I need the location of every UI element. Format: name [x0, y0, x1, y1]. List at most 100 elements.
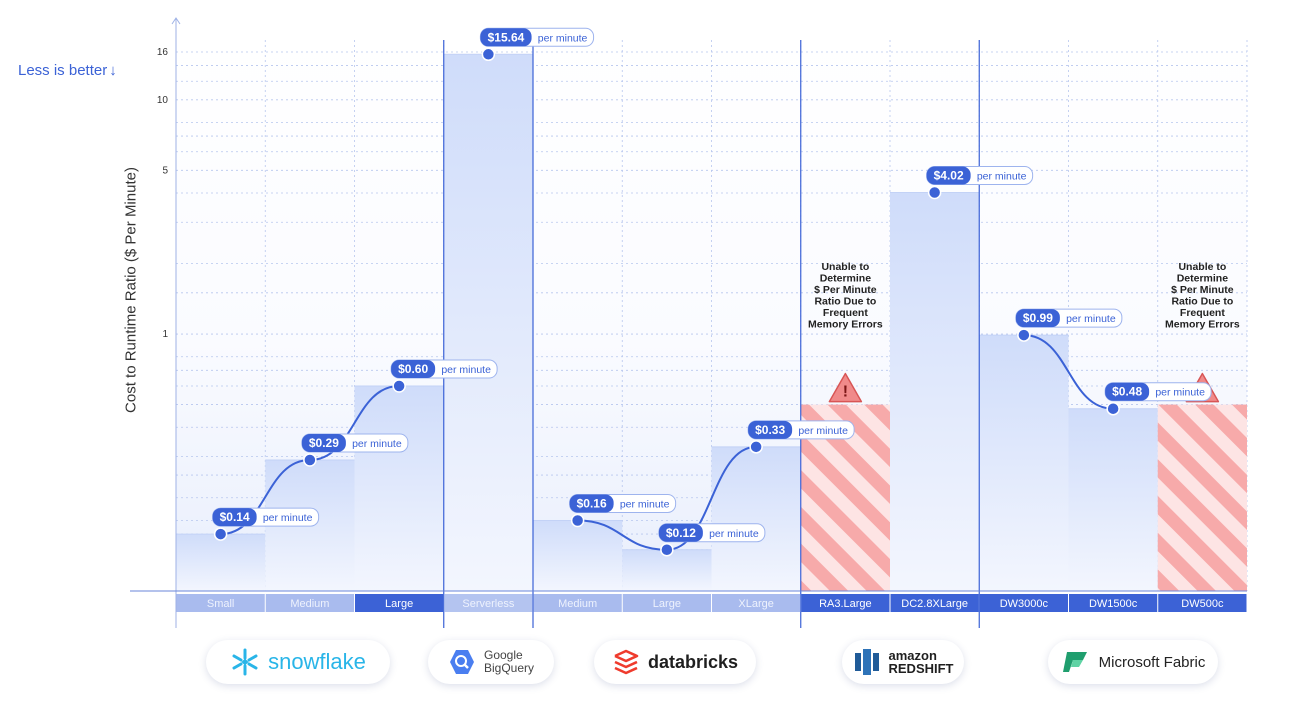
error-note-line: Ratio Due to: [1171, 296, 1233, 308]
bar: [711, 446, 801, 591]
error-note-line: $ Per Minute: [1171, 284, 1234, 296]
error-note-line: Determine: [1177, 273, 1229, 285]
error-note-line: Frequent: [1180, 307, 1225, 319]
category-cell: [890, 594, 979, 612]
category-cell: [979, 594, 1068, 612]
value-badge: [391, 360, 436, 379]
bar: [176, 534, 266, 591]
unit-label: per minute: [709, 528, 759, 540]
category-cell: [355, 594, 444, 612]
redshift-logo: amazon REDSHIFT: [842, 640, 964, 684]
category-label: DW1500c: [1089, 598, 1138, 610]
value-badge: [1105, 382, 1150, 401]
category-cell: [801, 594, 890, 612]
value-label: $0.33: [755, 423, 785, 437]
unit-label: per minute: [441, 364, 491, 376]
unit-label: per minute: [620, 498, 670, 510]
category-label: Large: [385, 598, 413, 610]
unit-label: per minute: [538, 32, 588, 44]
bigquery-logo: Google BigQuery: [428, 640, 554, 684]
y-tick-label: 16: [157, 47, 169, 58]
value-label: $0.48: [1112, 385, 1142, 399]
value-label: $0.14: [220, 510, 250, 524]
category-label: DC2.8XLarge: [901, 598, 968, 610]
value-label: $0.12: [666, 526, 696, 540]
unit-label: per minute: [977, 171, 1027, 183]
value-label: $0.29: [309, 436, 339, 450]
unit-label: per minute: [798, 425, 848, 437]
databricks-logo: databricks: [594, 640, 756, 684]
data-point: [303, 453, 317, 467]
value-label: $0.99: [1023, 311, 1053, 325]
value-label: $15.64: [488, 30, 525, 44]
category-label: XLarge: [738, 598, 773, 610]
bar: [979, 335, 1069, 591]
y-axis-arrow: [171, 17, 181, 25]
bar: [622, 549, 712, 591]
bigquery-icon: [449, 650, 474, 674]
trend-line: [1023, 334, 1114, 410]
data-point: [1106, 401, 1120, 416]
error-block: [1157, 404, 1247, 591]
bar: [533, 520, 623, 591]
y-tick-label: 1: [162, 329, 168, 340]
bar: [443, 54, 533, 591]
databricks-icon: [614, 649, 639, 675]
bar: [890, 192, 980, 591]
less-is-better-note: Less is better ↓: [18, 62, 117, 79]
snowflake-name: snowflake: [268, 649, 366, 674]
fabric-logo: Microsoft Fabric: [1048, 640, 1218, 684]
value-badge: [212, 508, 257, 527]
value-badge: [301, 433, 346, 452]
warning-icon: [828, 372, 863, 403]
arrow-down-icon: ↓: [109, 62, 117, 79]
unit-label: per minute: [352, 438, 402, 450]
y-tick-label: 10: [157, 95, 169, 106]
value-badge: [658, 523, 703, 542]
category-cell: [444, 594, 533, 612]
value-label: $0.60: [398, 362, 428, 376]
bar: [1068, 408, 1158, 591]
fabric-icon: [1062, 652, 1087, 672]
value-label: $4.02: [934, 169, 964, 183]
category-cell: [1158, 594, 1247, 612]
data-point: [927, 185, 942, 200]
category-cell: [622, 594, 711, 612]
y-tick-label: 5: [162, 165, 168, 176]
category-label: DW500c: [1181, 598, 1224, 610]
vendor-logos: snowflake Google BigQuery databricks ama…: [0, 634, 1302, 694]
error-note-line: Unable to: [821, 261, 869, 273]
value-badge: [480, 28, 532, 47]
error-note-line: $ Per Minute: [814, 284, 877, 296]
fabric-name: Microsoft Fabric: [1098, 653, 1206, 671]
data-point: [660, 543, 674, 557]
data-point: [481, 47, 496, 62]
category-cell: [1069, 594, 1158, 612]
error-note-line: Memory Errors: [808, 319, 883, 331]
bar: [354, 386, 444, 591]
category-label: Medium: [558, 598, 597, 610]
error-note-line: Unable to: [1178, 261, 1226, 273]
less-is-better-label: Less is better: [18, 62, 108, 79]
unit-label: per minute: [1066, 313, 1116, 325]
warning-mark: !: [843, 384, 848, 401]
value-badge: [926, 166, 971, 185]
value-badge: [569, 494, 614, 513]
data-point: [213, 527, 228, 541]
data-point: [570, 513, 585, 528]
error-note-line: Determine: [820, 273, 872, 285]
value-badge: [1015, 309, 1060, 328]
error-note-line: Memory Errors: [1165, 319, 1240, 331]
error-note-line: Frequent: [823, 307, 868, 319]
category-label: Large: [653, 598, 681, 610]
category-label: Medium: [290, 598, 329, 610]
category-cell: [265, 594, 354, 612]
category-cell: [176, 594, 265, 612]
snowflake-logo: snowflake: [206, 640, 390, 684]
category-label: Serverless: [462, 598, 514, 610]
category-label: DW3000c: [1000, 598, 1049, 610]
unit-label: per minute: [1155, 387, 1205, 399]
data-point: [749, 440, 763, 454]
category-label: RA3.Large: [819, 598, 872, 610]
